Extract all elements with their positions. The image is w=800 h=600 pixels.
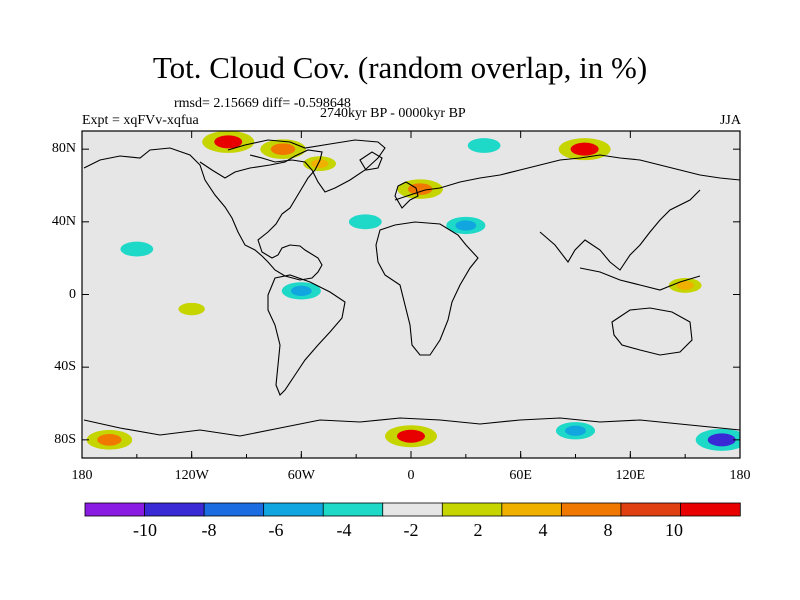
colorbar-swatch [144, 502, 205, 517]
y-tick-label: 40N [51, 214, 76, 229]
anomaly-region [97, 434, 122, 446]
x-tick-label: 60W [287, 468, 315, 483]
colorbar-swatch [263, 502, 324, 517]
colorbar-swatch [382, 502, 443, 517]
colorbar-swatch [322, 502, 384, 517]
anomaly-region [565, 425, 586, 436]
colorbar-label: 8 [603, 520, 613, 540]
season-label: JJA [719, 113, 741, 128]
y-tick-label: 80S [54, 432, 76, 447]
colorbar-swatch [84, 502, 146, 517]
colorbar-label: -4 [336, 520, 352, 540]
experiment-text: Expt = xqFVv-xqfua [82, 113, 199, 128]
colorbar-swatch [620, 502, 682, 517]
x-tick-label: 120E [615, 468, 646, 483]
stats-text: rmsd= 2.15669 diff= -0.598648 [174, 96, 351, 111]
x-tick-label: 180 [729, 468, 751, 483]
anomaly-region [570, 142, 599, 156]
map-background [82, 131, 740, 458]
chart-title: Tot. Cloud Cov. (random overlap, in %) [152, 50, 648, 85]
anomaly-region [356, 217, 374, 227]
anomaly-region [128, 244, 146, 254]
anomaly-region [290, 285, 312, 296]
y-tick-label: 0 [69, 287, 76, 302]
colorbar-label: 10 [665, 520, 683, 540]
colorbar-label: 2 [473, 520, 483, 540]
coastlines [83, 139, 740, 437]
colorbar-label: -6 [268, 520, 284, 540]
x-tick-label: 180 [71, 468, 93, 483]
anomaly-region [475, 141, 493, 150]
anomaly-region [455, 220, 477, 231]
colorbar-swatch [680, 502, 741, 517]
colorbar-swatch [501, 502, 563, 517]
x-tick-label: 120W [174, 468, 209, 483]
y-tick-label: 40S [54, 359, 76, 374]
colorbar-swatch [441, 502, 503, 517]
colorbar-label: -8 [201, 520, 217, 540]
y-tick-label: 80N [51, 141, 76, 156]
colorbar-label: -10 [133, 520, 157, 540]
anomaly-region [676, 281, 694, 290]
colorbar-swatch [560, 502, 622, 517]
anomaly-region [184, 305, 199, 313]
anomaly-region [270, 143, 296, 155]
colorbar-label: -2 [403, 520, 419, 540]
anomaly-region [397, 429, 425, 443]
anomaly-region [214, 135, 243, 149]
anomaly-region [311, 159, 329, 169]
anomaly-region [707, 433, 736, 447]
colorbar-label: 4 [538, 520, 548, 540]
x-tick-label: 0 [407, 468, 415, 483]
period-text: 2740kyr BP - 0000kyr BP [320, 106, 466, 121]
colorbar-swatch [203, 502, 265, 517]
x-tick-label: 60E [509, 468, 532, 483]
